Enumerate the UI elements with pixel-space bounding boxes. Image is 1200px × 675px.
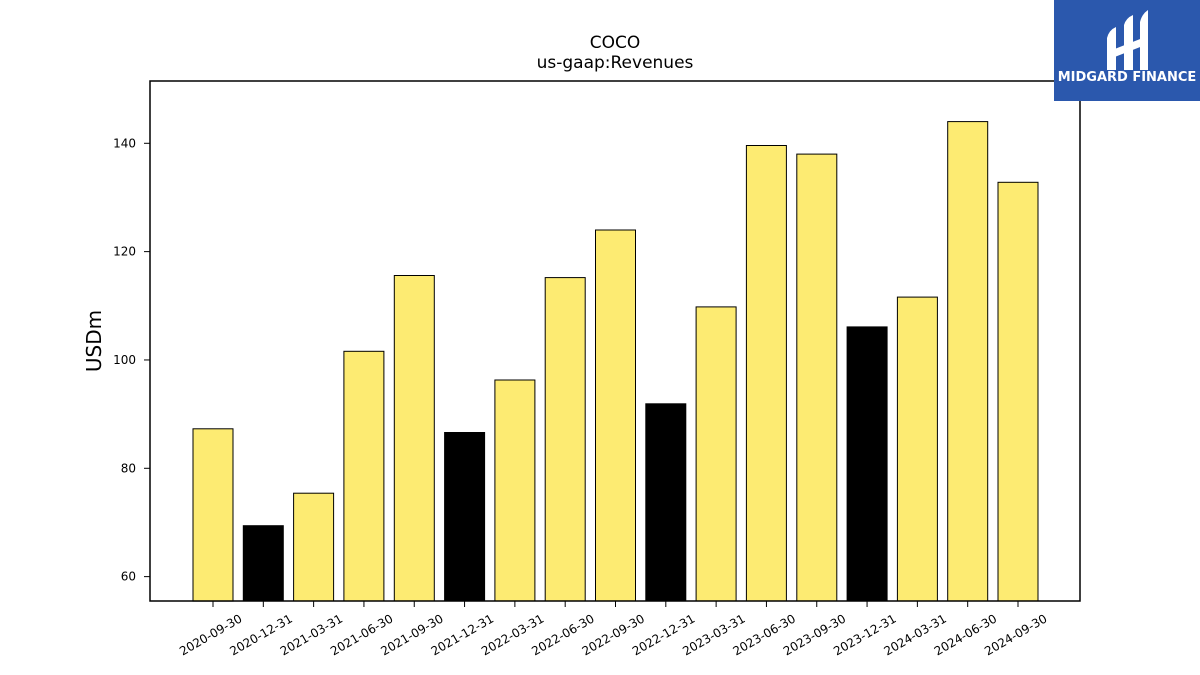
brand-logo: MIDGARD FINANCE	[1054, 0, 1200, 101]
bar-2021-03-31	[293, 492, 335, 602]
bar-2023-12-31	[846, 326, 888, 602]
plot-frame	[149, 80, 1081, 602]
bar-2020-12-31	[242, 525, 284, 602]
bar-2022-12-31	[645, 403, 687, 602]
y-ticks-group: 60 80 100 120 140	[113, 136, 150, 584]
bar-2021-12-31	[444, 432, 486, 602]
bar-2023-03-31	[695, 306, 737, 602]
bar-2022-09-30	[595, 229, 636, 602]
bar-2022-03-31	[494, 379, 536, 602]
bar-2023-06-30	[745, 145, 787, 602]
bar-2020-09-30	[192, 428, 234, 602]
y-tick-label: 80	[121, 461, 136, 475]
bar-2021-09-30	[393, 275, 435, 602]
bar-2024-09-30	[997, 181, 1039, 602]
bar-2023-09-30	[796, 153, 838, 602]
y-tick-label: 100	[113, 353, 136, 367]
bar-2024-03-31	[896, 296, 938, 602]
bar-2024-06-30	[947, 121, 989, 602]
x-ticks-group: 2020-09-302020-12-312021-03-312021-06-30…	[177, 601, 1050, 658]
bars-group	[192, 121, 1039, 602]
chart-subtitle: us-gaap:Revenues	[537, 53, 694, 73]
midgard-logo-icon	[1107, 10, 1148, 70]
y-axis-label: USDm	[82, 310, 106, 372]
brand-name: MIDGARD FINANCE	[1058, 70, 1197, 85]
y-tick-label: 120	[113, 245, 136, 259]
bar-2022-06-30	[544, 277, 586, 602]
y-tick-label: 140	[113, 136, 136, 150]
chart-title: COCO	[590, 33, 641, 53]
y-tick-label: 60	[121, 570, 136, 584]
bar-2021-06-30	[343, 350, 385, 602]
